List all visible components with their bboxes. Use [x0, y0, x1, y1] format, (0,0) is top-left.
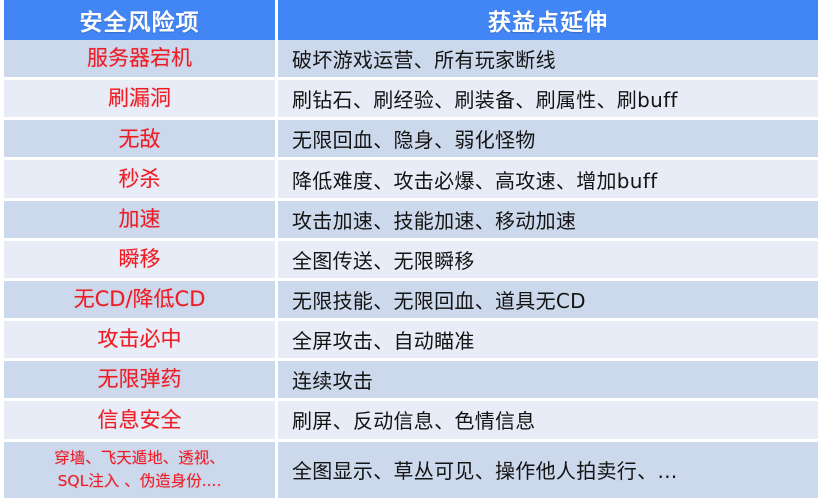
- risk-cell: 秒杀: [4, 160, 278, 201]
- risk-cell: 攻击必中: [4, 321, 278, 362]
- column-header-risk: 安全风险项: [4, 0, 278, 40]
- benefit-cell: 刷屏、反动信息、色情信息: [278, 401, 818, 442]
- benefit-cell: 刷钻石、刷经验、刷装备、刷属性、刷buff: [278, 80, 818, 121]
- risk-cell: 加速: [4, 200, 278, 241]
- risk-cell-line-2: SQL注入 、伪造身份....: [57, 471, 222, 490]
- benefit-cell: 全屏攻击、自动瞄准: [278, 321, 818, 362]
- table-row: 服务器宕机 破坏游戏运营、所有玩家断线: [4, 40, 818, 81]
- benefit-cell: 全图显示、草丛可见、操作他人拍卖行、…: [278, 441, 818, 498]
- table-row: 无限弹药 连续攻击: [4, 361, 818, 402]
- table-row: 无敌 无限回血、隐身、弱化怪物: [4, 120, 818, 161]
- risk-cell: 无限弹药: [4, 361, 278, 402]
- header-row: 安全风险项 获益点延伸: [4, 0, 818, 40]
- table-body: 服务器宕机 破坏游戏运营、所有玩家断线 刷漏洞 刷钻石、刷经验、刷装备、刷属性、刷bu…: [4, 40, 818, 498]
- benefit-cell: 降低难度、攻击必爆、高攻速、增加buff: [278, 160, 818, 201]
- benefit-cell: 无限技能、无限回血、道具无CD: [278, 280, 818, 322]
- table-row: 刷漏洞 刷钻石、刷经验、刷装备、刷属性、刷buff: [4, 80, 818, 121]
- table-row: 加速 攻击加速、技能加速、移动加速: [4, 200, 818, 241]
- table-row: 秒杀 降低难度、攻击必爆、高攻速、增加buff: [4, 160, 818, 201]
- risk-benefit-table: 安全风险项 获益点延伸 服务器宕机 破坏游戏运营、所有玩家断线 刷漏洞 刷钻石、刷经验…: [4, 0, 818, 498]
- table-row: 穿墙、飞天遁地、透视、 SQL注入 、伪造身份.... 全图显示、草丛可见、操作他人…: [4, 441, 818, 498]
- table-row: 瞬移 全图传送、无限瞬移: [4, 240, 818, 281]
- risk-cell: 无敌: [4, 120, 278, 161]
- benefit-cell: 攻击加速、技能加速、移动加速: [278, 200, 818, 241]
- risk-cell: 信息安全: [4, 401, 278, 442]
- benefit-cell: 连续攻击: [278, 361, 818, 402]
- table-row: 信息安全 刷屏、反动信息、色情信息: [4, 401, 818, 442]
- risk-cell: 穿墙、飞天遁地、透视、 SQL注入 、伪造身份....: [4, 441, 278, 498]
- risk-cell: 服务器宕机: [4, 40, 278, 81]
- benefit-cell: 全图传送、无限瞬移: [278, 240, 818, 281]
- benefit-cell: 无限回血、隐身、弱化怪物: [278, 120, 818, 161]
- risk-cell: 刷漏洞: [4, 80, 278, 121]
- table-row: 无CD/降低CD 无限技能、无限回血、道具无CD: [4, 280, 818, 322]
- risk-cell: 无CD/降低CD: [4, 280, 278, 322]
- risk-cell-line-1: 穿墙、飞天遁地、透视、: [54, 449, 225, 468]
- risk-cell: 瞬移: [4, 240, 278, 281]
- table-row: 攻击必中 全屏攻击、自动瞄准: [4, 321, 818, 362]
- table-header: 安全风险项 获益点延伸: [4, 0, 818, 40]
- benefit-cell: 破坏游戏运营、所有玩家断线: [278, 40, 818, 81]
- column-header-benefit: 获益点延伸: [278, 0, 818, 40]
